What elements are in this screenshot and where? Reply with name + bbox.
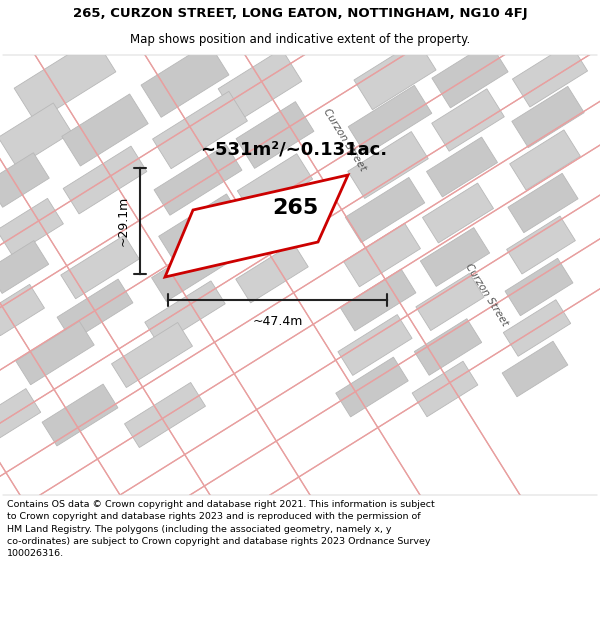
Polygon shape [431,89,505,151]
Polygon shape [0,284,44,336]
Text: Contains OS data © Crown copyright and database right 2021. This information is : Contains OS data © Crown copyright and d… [7,500,435,558]
Text: Curzon Street: Curzon Street [464,262,510,328]
Polygon shape [152,232,238,301]
Polygon shape [125,382,205,448]
Polygon shape [165,175,348,277]
Polygon shape [416,273,484,331]
Polygon shape [112,322,193,388]
Polygon shape [509,130,580,190]
Polygon shape [508,173,578,232]
Polygon shape [0,241,49,294]
Polygon shape [412,361,478,417]
Polygon shape [354,40,436,110]
Polygon shape [141,42,229,118]
Polygon shape [505,258,573,316]
Text: 265, CURZON STREET, LONG EATON, NOTTINGHAM, NG10 4FJ: 265, CURZON STREET, LONG EATON, NOTTINGH… [73,8,527,20]
Polygon shape [338,314,412,376]
Polygon shape [345,177,425,242]
Text: Curzon Street: Curzon Street [322,107,368,173]
Polygon shape [145,281,225,345]
Text: 265: 265 [272,198,318,218]
Polygon shape [0,198,64,256]
Polygon shape [218,49,302,121]
Text: ~531m²/~0.131ac.: ~531m²/~0.131ac. [200,141,387,159]
Polygon shape [57,279,133,341]
Polygon shape [344,223,421,287]
Text: ~29.1m: ~29.1m [117,196,130,246]
Polygon shape [0,152,49,208]
Polygon shape [14,38,116,122]
Polygon shape [61,235,139,299]
Polygon shape [16,321,94,385]
Polygon shape [154,145,242,215]
Polygon shape [414,319,482,375]
Polygon shape [152,91,247,169]
Polygon shape [336,357,408,417]
Polygon shape [502,341,568,397]
Polygon shape [62,94,148,166]
Polygon shape [506,216,575,274]
Polygon shape [422,183,494,243]
Polygon shape [42,384,118,446]
Polygon shape [427,137,497,197]
Polygon shape [236,243,308,303]
Polygon shape [0,389,41,441]
Polygon shape [238,154,313,216]
Polygon shape [348,86,432,154]
Polygon shape [348,131,428,199]
Polygon shape [0,103,72,167]
Polygon shape [512,43,587,107]
Polygon shape [158,194,241,260]
Polygon shape [512,86,584,148]
Polygon shape [340,269,416,331]
Polygon shape [63,146,147,214]
Text: ~47.4m: ~47.4m [253,315,302,328]
Polygon shape [503,300,571,356]
Polygon shape [432,42,508,108]
Polygon shape [421,228,490,286]
Polygon shape [236,102,314,168]
Text: Map shows position and indicative extent of the property.: Map shows position and indicative extent… [130,33,470,46]
